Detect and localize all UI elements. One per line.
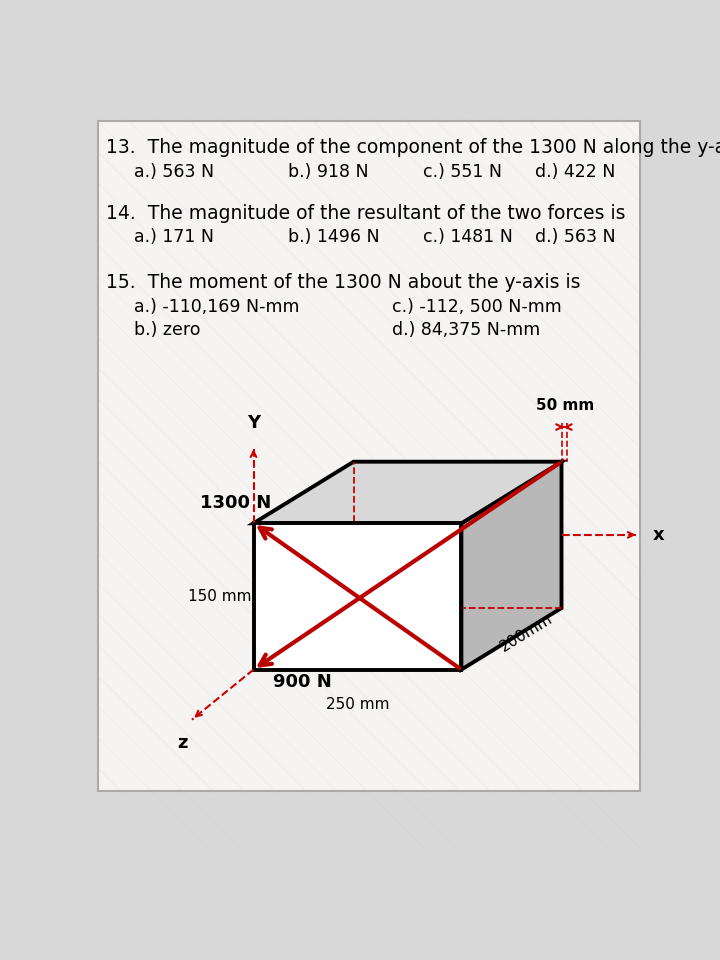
Text: a.) 563 N: a.) 563 N xyxy=(134,163,215,180)
Text: 200mm: 200mm xyxy=(498,611,556,654)
Text: 50 mm: 50 mm xyxy=(536,398,594,413)
Text: x: x xyxy=(652,526,664,544)
Text: d.) 422 N: d.) 422 N xyxy=(534,163,615,180)
Polygon shape xyxy=(462,462,562,670)
Text: 900 N: 900 N xyxy=(273,674,331,691)
Text: 15.  The moment of the 1300 N about the y-axis is: 15. The moment of the 1300 N about the y… xyxy=(106,273,580,292)
Text: 1300 N: 1300 N xyxy=(199,493,271,512)
FancyBboxPatch shape xyxy=(98,121,640,791)
Text: c.) 1481 N: c.) 1481 N xyxy=(423,228,513,247)
Text: a.) -110,169 N-mm: a.) -110,169 N-mm xyxy=(134,298,300,316)
Text: 14.  The magnitude of the resultant of the two forces is: 14. The magnitude of the resultant of th… xyxy=(106,204,625,223)
Text: d.) 563 N: d.) 563 N xyxy=(534,228,615,247)
Text: 150 mm: 150 mm xyxy=(188,588,251,604)
Text: b.) zero: b.) zero xyxy=(134,321,201,339)
Text: 13.  The magnitude of the component of the 1300 N along the y-axis is: 13. The magnitude of the component of th… xyxy=(106,138,720,157)
Text: a.) 171 N: a.) 171 N xyxy=(134,228,214,247)
Text: c.) 551 N: c.) 551 N xyxy=(423,163,502,180)
Polygon shape xyxy=(253,462,562,523)
Polygon shape xyxy=(253,523,462,670)
Text: Y: Y xyxy=(247,415,260,432)
Text: c.) -112, 500 N-mm: c.) -112, 500 N-mm xyxy=(392,298,562,316)
Text: b.) 1496 N: b.) 1496 N xyxy=(288,228,379,247)
Text: 250 mm: 250 mm xyxy=(325,697,390,711)
Text: z: z xyxy=(177,733,188,752)
Text: d.) 84,375 N-mm: d.) 84,375 N-mm xyxy=(392,321,540,339)
Text: b.) 918 N: b.) 918 N xyxy=(288,163,369,180)
